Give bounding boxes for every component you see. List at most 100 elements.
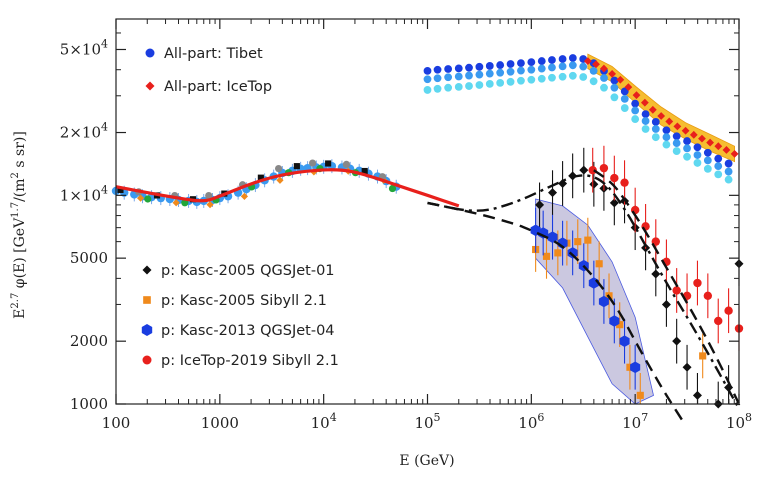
data-point (433, 65, 442, 74)
data-point (610, 83, 619, 92)
data-point (589, 77, 598, 86)
data-point (620, 178, 629, 187)
data-point (423, 66, 432, 75)
data-point (683, 144, 691, 153)
series-0 (423, 54, 733, 168)
data-point (475, 70, 484, 79)
data-point (548, 188, 558, 198)
data-point (620, 87, 629, 96)
data-point (730, 149, 739, 158)
legend-label: p: IceTop-2019 Sibyll 2.1 (161, 353, 339, 369)
data-points (111, 54, 744, 409)
legend: All-part: Tibet All-part: IceTop p: Kasc-2… (141, 46, 339, 369)
data-point (558, 62, 567, 71)
data-point (276, 176, 284, 184)
data-point (662, 126, 671, 135)
data-point (181, 199, 189, 207)
data-point (693, 143, 702, 152)
data-point (682, 362, 692, 372)
data-point (672, 336, 682, 346)
data-point (631, 115, 640, 123)
data-point (610, 93, 619, 102)
legend-label: p: Kasc-2005 QGSJet-01 (161, 263, 335, 279)
legend-marker (145, 81, 155, 91)
data-point (527, 65, 536, 74)
y-tick-label: 2000 (70, 332, 108, 350)
data-point (609, 198, 619, 208)
data-point (506, 60, 515, 68)
data-point (465, 71, 473, 80)
data-point (527, 75, 536, 84)
y-tick-label: 2×104 (60, 121, 108, 142)
fit-curve (593, 169, 741, 406)
data-point (205, 191, 213, 200)
data-point (574, 238, 582, 246)
data-point (537, 64, 546, 73)
data-point (117, 186, 124, 194)
data-point (517, 66, 525, 75)
data-point (714, 142, 723, 151)
data-point (433, 84, 442, 93)
data-point (672, 132, 681, 141)
x-axis-label: E (GeV) (399, 453, 454, 469)
fit-curve (427, 201, 686, 426)
data-point (661, 299, 671, 309)
data-point (703, 291, 713, 301)
data-point (475, 62, 484, 71)
data-point (595, 260, 603, 268)
data-point (641, 117, 650, 125)
data-point (423, 86, 432, 94)
data-point (517, 59, 525, 68)
data-point (308, 159, 317, 167)
data-point (558, 72, 567, 81)
data-point (630, 205, 640, 215)
x-tick-label: 100 (102, 414, 131, 432)
legend-marker (145, 48, 155, 58)
series-1 (423, 61, 733, 176)
data-point (599, 163, 609, 173)
data-point (703, 164, 712, 173)
data-point (651, 133, 660, 142)
y-tick-label: 5000 (70, 249, 108, 267)
data-point (641, 125, 650, 133)
data-point (568, 54, 577, 62)
data-point (568, 71, 577, 80)
legend-label: p: Kasc-2005 Sibyll 2.1 (161, 293, 327, 309)
data-point (665, 117, 674, 126)
data-point (616, 321, 624, 329)
data-point (714, 316, 723, 326)
y-axis-label: E2.7 φ(E) [GeV1.7/(m2 s sr)] (10, 131, 28, 319)
legend-label: All-part: Tibet (164, 46, 263, 62)
data-point (722, 146, 731, 154)
data-point (548, 63, 556, 72)
data-point (609, 315, 620, 327)
legend-marker (141, 324, 153, 336)
data-point (444, 73, 453, 82)
data-point (640, 98, 649, 107)
data-point (274, 164, 283, 173)
data-point (662, 140, 671, 149)
data-point (342, 160, 351, 168)
data-point (548, 56, 556, 64)
data-point (683, 137, 691, 145)
data-point (496, 68, 505, 77)
data-point (703, 148, 712, 157)
data-point (293, 163, 300, 170)
legend-label: All-part: IceTop (164, 79, 272, 95)
data-point (444, 65, 453, 73)
data-point (693, 159, 702, 167)
data-point (651, 125, 660, 133)
data-point (485, 62, 494, 70)
data-point (693, 151, 702, 159)
data-point (485, 80, 494, 88)
data-point (144, 195, 152, 203)
data-point (568, 171, 578, 181)
data-point (465, 82, 473, 90)
data-point (454, 82, 463, 91)
data-point (475, 81, 484, 89)
data-point (703, 156, 712, 165)
data-point (257, 174, 264, 181)
data-point (699, 352, 707, 360)
data-point (630, 361, 641, 374)
